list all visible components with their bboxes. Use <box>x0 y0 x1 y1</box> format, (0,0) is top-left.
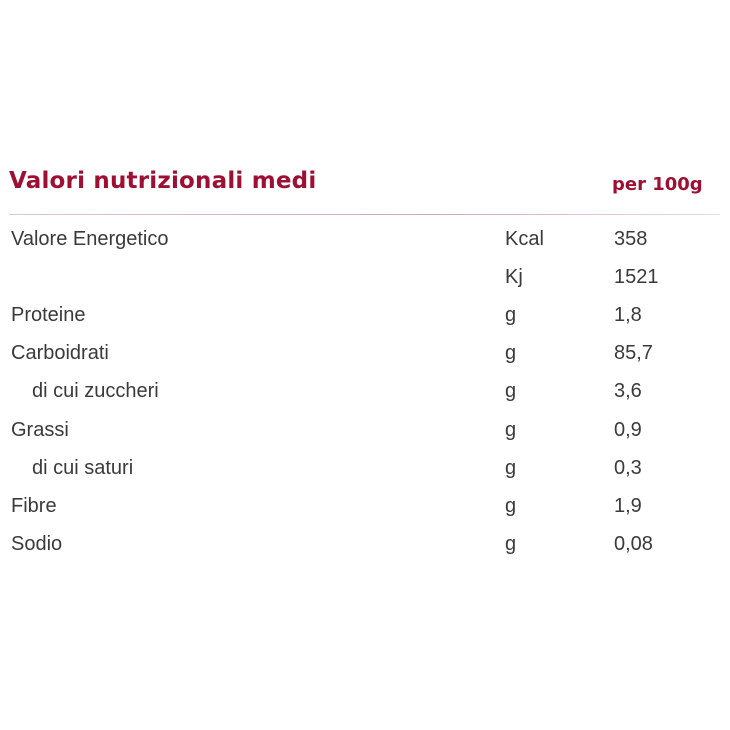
row-unit: g <box>505 419 517 441</box>
row-label: di cui saturi <box>32 457 134 479</box>
row-label: Valore Energetico <box>11 228 169 250</box>
row-value: 3,6 <box>614 380 642 402</box>
row-unit: g <box>505 380 517 402</box>
table-row-zuccheri: di cui zuccheri g 3,6 <box>0 379 730 417</box>
row-label: Grassi <box>11 419 69 441</box>
row-value: 85,7 <box>614 342 653 364</box>
table-row-energy-kj: Kj 1521 <box>0 265 730 303</box>
table-row-sodio: Sodio g 0,08 <box>0 532 730 570</box>
row-unit: g <box>505 304 517 326</box>
row-value: 358 <box>614 228 648 250</box>
table-row-grassi: Grassi g 0,9 <box>0 418 730 456</box>
row-unit: Kcal <box>505 228 544 250</box>
row-unit: Kj <box>505 266 523 288</box>
table-row-energy-kcal: Valore Energetico Kcal 358 <box>0 227 730 265</box>
row-value: 1,9 <box>614 495 642 517</box>
row-label: di cui zuccheri <box>32 380 159 402</box>
row-unit: g <box>505 457 517 479</box>
row-unit: g <box>505 495 517 517</box>
row-unit: g <box>505 342 517 364</box>
table-row-fibre: Fibre g 1,9 <box>0 494 730 532</box>
per-100g-header: per 100g <box>612 174 703 195</box>
row-value: 1521 <box>614 266 659 288</box>
row-label: Fibre <box>11 495 57 517</box>
row-label: Proteine <box>11 304 86 326</box>
row-value: 0,9 <box>614 419 642 441</box>
table-row-saturi: di cui saturi g 0,3 <box>0 456 730 494</box>
row-value: 0,3 <box>614 457 642 479</box>
row-label: Sodio <box>11 533 63 555</box>
row-label: Carboidrati <box>11 342 109 364</box>
table-title: Valori nutrizionali medi <box>9 168 317 194</box>
row-value: 1,8 <box>614 304 642 326</box>
row-unit: g <box>505 533 517 555</box>
row-value: 0,08 <box>614 533 653 555</box>
table-row-carboidrati: Carboidrati g 85,7 <box>0 341 730 379</box>
header-divider <box>9 214 720 215</box>
table-row-proteine: Proteine g 1,8 <box>0 303 730 341</box>
